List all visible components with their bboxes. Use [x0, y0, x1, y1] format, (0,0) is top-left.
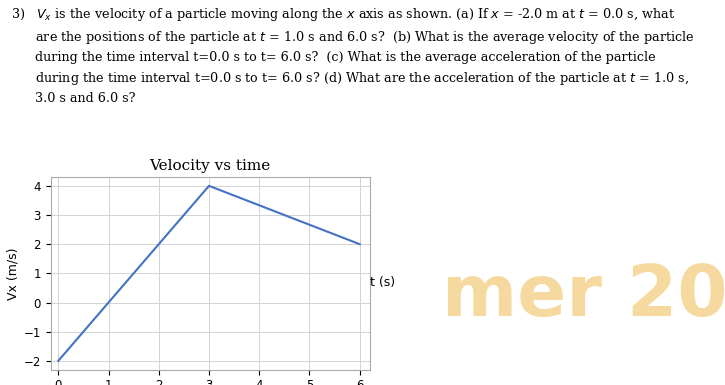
Text: mer 20: mer 20 [442, 262, 725, 331]
Text: 3)   $V_x$ is the velocity of a particle moving along the $x$ axis as shown. (a): 3) $V_x$ is the velocity of a particle m… [11, 6, 695, 105]
Title: Velocity vs time: Velocity vs time [149, 159, 271, 173]
Y-axis label: Vx (m/s): Vx (m/s) [7, 247, 20, 300]
Text: t (s): t (s) [370, 276, 395, 288]
